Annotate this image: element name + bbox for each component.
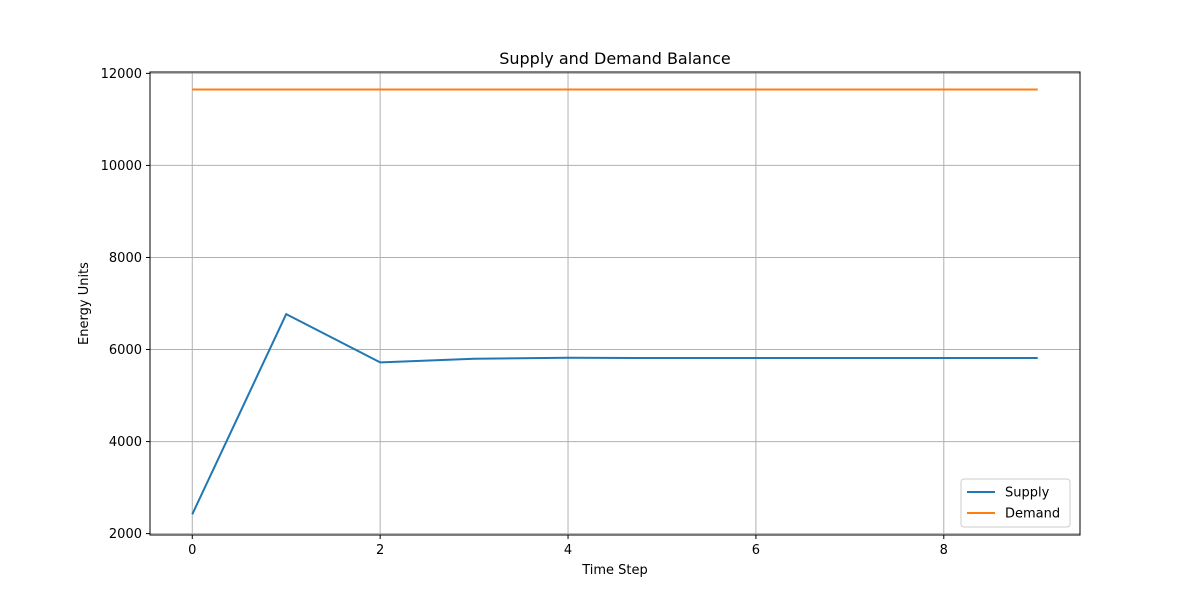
x-tick-label: 0 [188, 543, 196, 558]
x-tick-label: 8 [940, 543, 948, 558]
x-tick-label: 6 [752, 543, 760, 558]
legend-label-supply: Supply [1005, 486, 1050, 501]
y-tick-label: 2000 [109, 527, 142, 542]
x-tick-label: 4 [564, 543, 572, 558]
legend: Supply Demand [960, 478, 1071, 528]
y-tick-label: 10000 [101, 159, 142, 174]
y-tick-label: 8000 [109, 251, 142, 266]
y-axis-label: Energy Units [77, 262, 92, 345]
grid [150, 72, 1080, 535]
legend-label-demand: Demand [1005, 507, 1060, 522]
x-tick-label: 2 [376, 543, 384, 558]
series-line-supply [191, 313, 1038, 515]
y-tick-label: 12000 [101, 67, 142, 82]
series-lines [191, 88, 1038, 515]
y-tick-label: 6000 [109, 343, 142, 358]
chart-title: Supply and Demand Balance [499, 49, 731, 68]
y-tick-label: 4000 [109, 435, 142, 450]
x-axis-label: Time Step [581, 563, 648, 578]
axis-ticks: 0 2 4 6 8 2000 4000 6000 8000 10000 12000 [101, 67, 948, 558]
plot-frame [149, 71, 1081, 536]
